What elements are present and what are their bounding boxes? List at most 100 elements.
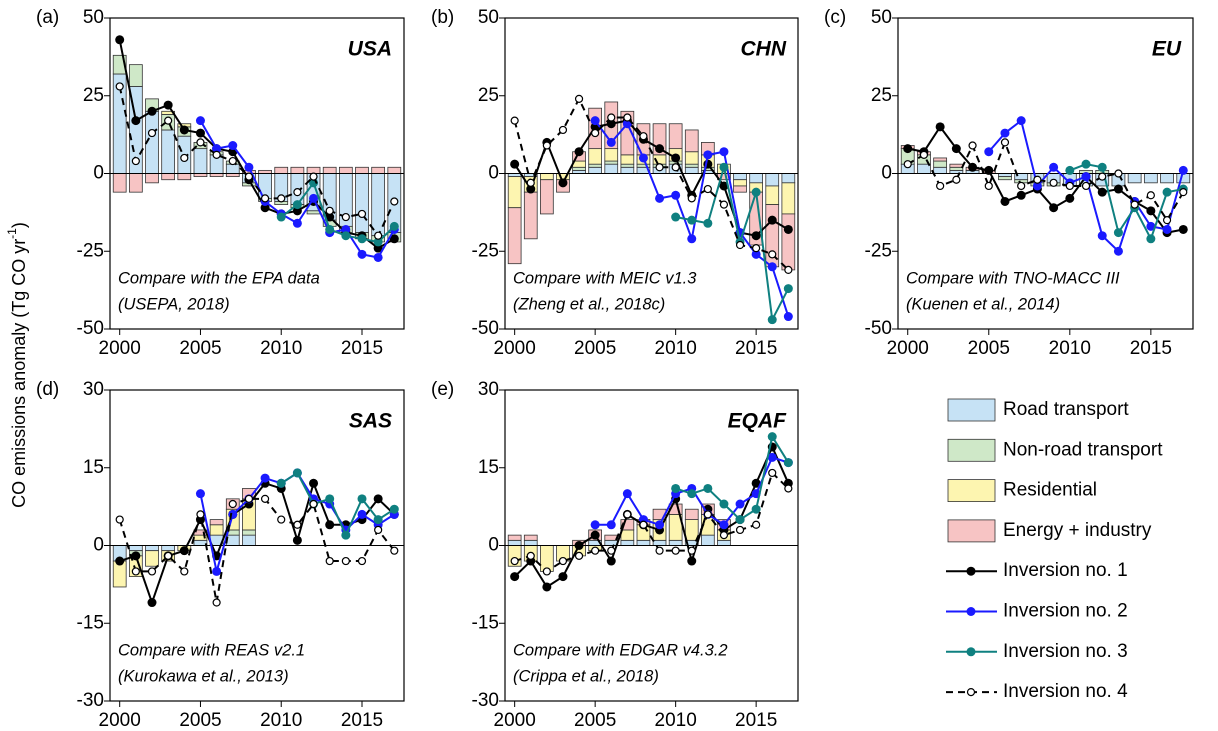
marker — [1049, 162, 1059, 172]
y-tick-label: -15 — [472, 612, 499, 633]
bar — [1143, 173, 1158, 184]
y-tick-label: -30 — [472, 690, 499, 711]
y-tick-label: 30 — [83, 379, 104, 400]
marker — [260, 473, 270, 483]
marker — [131, 156, 140, 166]
marker — [341, 530, 351, 540]
marker — [687, 489, 697, 499]
bar — [668, 539, 683, 546]
marker — [639, 132, 648, 141]
marker — [719, 181, 729, 191]
marker — [325, 212, 335, 222]
marker — [735, 499, 745, 509]
x-tick-label: 2010 — [655, 338, 697, 359]
marker — [1000, 128, 1010, 138]
marker — [968, 162, 978, 172]
marker — [936, 181, 945, 191]
bar — [620, 539, 635, 546]
marker — [903, 160, 912, 169]
marker — [309, 193, 319, 203]
marker — [309, 478, 319, 488]
bar — [128, 173, 143, 193]
marker — [639, 520, 648, 529]
marker — [984, 165, 994, 175]
marker — [179, 125, 189, 135]
bar — [322, 166, 337, 174]
marker — [115, 35, 125, 45]
panel-label: (b) — [431, 7, 454, 28]
bar — [290, 166, 305, 174]
marker — [260, 194, 270, 203]
marker — [115, 556, 125, 566]
bar — [668, 123, 683, 150]
x-tick-label: 2000 — [494, 338, 536, 359]
marker — [510, 572, 520, 582]
bar — [161, 129, 176, 174]
marker — [390, 546, 399, 555]
bar — [620, 163, 635, 168]
marker — [952, 175, 961, 184]
marker — [767, 452, 777, 462]
marker — [622, 489, 632, 499]
marker — [131, 551, 141, 561]
marker — [147, 598, 157, 608]
marker — [309, 172, 318, 181]
marker — [574, 551, 584, 560]
marker — [244, 162, 254, 172]
marker — [510, 556, 519, 566]
marker — [510, 116, 519, 125]
region-title: EQAF — [728, 410, 788, 433]
panel-note: Compare with the EPA data — [118, 269, 320, 287]
bar — [274, 166, 289, 174]
marker — [325, 494, 335, 504]
marker — [276, 212, 286, 222]
y-tick-label: 15 — [478, 457, 499, 478]
y-tick-label: 0 — [881, 163, 892, 184]
bar — [128, 545, 143, 552]
marker — [751, 504, 761, 514]
panel-note: Compare with REAS v2.1 — [118, 641, 305, 659]
bar — [371, 166, 386, 174]
marker — [212, 144, 222, 154]
marker — [1146, 206, 1156, 216]
marker — [558, 125, 568, 135]
bar — [684, 519, 699, 541]
marker — [968, 141, 977, 150]
marker — [687, 546, 696, 555]
marker — [389, 234, 399, 244]
bar — [733, 185, 747, 193]
marker — [196, 138, 205, 147]
y-label-sup: -1 — [5, 228, 19, 239]
bar — [507, 534, 522, 541]
y-tick-label: 15 — [83, 457, 104, 478]
y-tick-label: -25 — [77, 240, 104, 261]
marker — [1146, 221, 1156, 231]
y-tick-label: 25 — [478, 85, 499, 106]
marker — [919, 150, 929, 159]
marker — [671, 153, 681, 163]
bar — [112, 173, 127, 193]
panel-label: (a) — [36, 7, 59, 28]
bar — [749, 173, 763, 184]
marker — [951, 144, 961, 154]
marker — [179, 546, 189, 556]
bar — [507, 176, 522, 209]
bar — [604, 148, 619, 162]
marker — [638, 153, 648, 163]
bar — [523, 539, 538, 546]
marker — [719, 531, 729, 540]
marker — [671, 212, 681, 222]
marker — [164, 551, 173, 560]
marker — [1146, 191, 1155, 200]
marker — [325, 556, 334, 566]
bar — [684, 151, 699, 165]
marker — [542, 567, 551, 576]
bar — [588, 163, 602, 168]
plot-border — [109, 389, 405, 702]
bar — [1127, 173, 1142, 184]
marker — [591, 546, 600, 555]
bar — [145, 545, 159, 552]
marker — [735, 525, 745, 535]
marker — [783, 224, 793, 234]
marker — [195, 116, 205, 126]
